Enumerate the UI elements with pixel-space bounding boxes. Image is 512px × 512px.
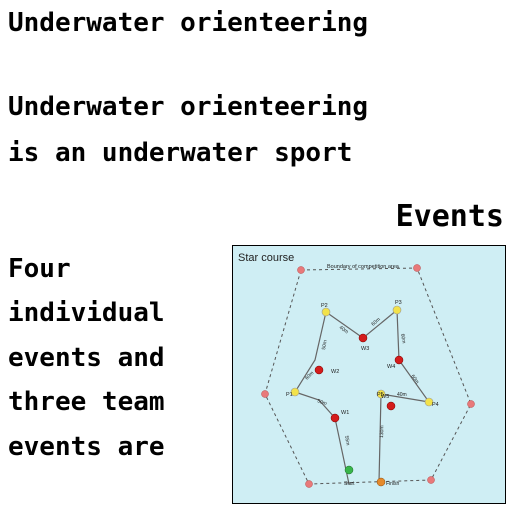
boundary-marker xyxy=(305,480,313,488)
boundary-marker xyxy=(261,390,269,398)
label-p4: P4 xyxy=(432,402,439,408)
paragraph-line: individual xyxy=(8,298,165,328)
control-point-p5 xyxy=(376,389,386,399)
boundary-marker xyxy=(467,400,475,408)
control-point-p3 xyxy=(392,305,402,315)
boundary-marker xyxy=(413,264,421,272)
label-w3: W3 xyxy=(361,346,369,352)
finish-point xyxy=(376,477,386,487)
label-p2: P2 xyxy=(321,303,328,309)
section-heading-events: Events xyxy=(395,199,504,234)
competition-boundary xyxy=(264,267,472,485)
boundary-label: Boundary of competition area xyxy=(327,264,400,270)
star-course-diagram[interactable]: Star course Boundary of competition area… xyxy=(232,245,506,504)
control-point-p4 xyxy=(424,397,434,407)
label-w5: W5 xyxy=(381,394,389,400)
leg-distance-label: 55m xyxy=(343,435,351,446)
paragraph-line: events and xyxy=(8,343,165,373)
control-point-p1 xyxy=(290,387,300,397)
waypoint-w4 xyxy=(394,355,404,365)
article-title: Underwater orienteering xyxy=(8,8,369,38)
paragraph-line: three team xyxy=(8,387,165,417)
course-route xyxy=(294,308,431,485)
leg-distance-label: 60m xyxy=(370,317,381,328)
figure-title: Star course xyxy=(238,252,294,264)
intro-text-line-1: Underwater orienteering xyxy=(8,92,369,122)
waypoint-w1 xyxy=(330,413,340,423)
label-w4: W4 xyxy=(387,364,395,370)
intro-text-line-2: is an underwater sport xyxy=(8,138,353,168)
label-p1: P1 xyxy=(286,392,293,398)
label-w1: W1 xyxy=(341,410,349,416)
waypoint-w5 xyxy=(386,401,396,411)
control-point-p2 xyxy=(321,307,331,317)
waypoint-w3 xyxy=(358,333,368,343)
paragraph-line: Four xyxy=(8,254,71,284)
label-p3: P3 xyxy=(395,300,402,306)
label-w2: W2 xyxy=(331,369,339,375)
leg-distance-label: 60m xyxy=(399,333,407,344)
leg-distance-label: 40m xyxy=(338,325,349,335)
leg-distance-label: 130m xyxy=(379,425,385,438)
boundary-marker xyxy=(427,476,435,484)
leg-distance-label: 60m xyxy=(304,370,315,381)
waypoint-w2 xyxy=(314,365,324,375)
start-point xyxy=(344,465,354,475)
leg-distance-label: 60m xyxy=(409,374,419,385)
leg-distance-label: 50m xyxy=(321,340,329,351)
label-finish: Finish xyxy=(386,481,400,487)
boundary-marker xyxy=(297,266,305,274)
leg-distance-label: 50m xyxy=(316,398,327,407)
label-start: Start xyxy=(344,481,355,487)
paragraph-line: events are xyxy=(8,432,165,462)
label-p5: P5 xyxy=(377,392,384,398)
leg-distance-label: 40m xyxy=(397,392,407,398)
